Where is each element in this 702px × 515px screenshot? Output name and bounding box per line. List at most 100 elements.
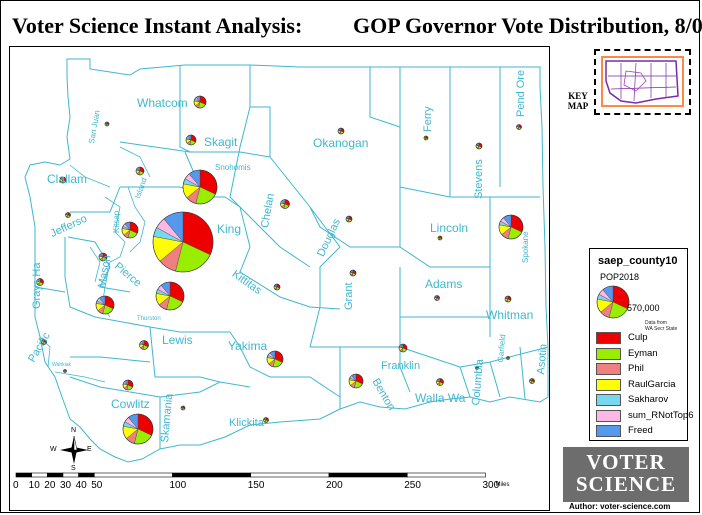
pie-chelan — [280, 199, 290, 209]
pie-outline — [529, 378, 535, 384]
county-label-whitman: Whitman — [486, 308, 534, 322]
scale-tick-label: 40 — [75, 480, 87, 491]
voter-science-logo: VOTER SCIENCE — [563, 447, 689, 502]
pie-outline — [475, 142, 483, 150]
scale-tick-label: 250 — [404, 480, 421, 491]
scale-segment — [31, 472, 48, 478]
scale-tick-label: 150 — [247, 480, 265, 491]
county-label-okanogan: Okanogan — [313, 136, 369, 150]
logo-line2: SCIENCE — [575, 472, 677, 496]
pie-walla-walla — [436, 378, 444, 386]
scale-segment — [15, 472, 32, 478]
pie-jefferson — [65, 212, 71, 218]
pie-san-juan — [104, 121, 110, 127]
pie-outline — [423, 135, 429, 141]
legend-label: Culp — [628, 332, 648, 343]
legend-item: sum_RNotTop6 — [596, 409, 693, 424]
scale-tick-label: 300 — [482, 480, 500, 491]
pie-outline — [185, 134, 197, 146]
title-left: Voter Science Instant Analysis: — [12, 13, 303, 38]
pie-outline — [122, 379, 134, 391]
state-outline — [24, 58, 549, 463]
pie-klickitat — [263, 417, 269, 423]
compass-s: S — [71, 465, 76, 472]
pie-outline — [65, 212, 71, 218]
legend-source-line2: WA Secr State — [645, 326, 678, 332]
pie-pacific — [41, 339, 47, 345]
compass-rose-icon — [60, 435, 88, 464]
pie-wahkiakum — [63, 369, 67, 373]
legend: saep_county10 POP2018 570,000 Data from … — [589, 248, 693, 441]
legend-label: Eyman — [628, 347, 658, 359]
county-label-king: King — [217, 222, 242, 236]
pie-lincoln — [437, 235, 443, 241]
pie-king — [152, 211, 214, 273]
pie-outline — [59, 176, 67, 184]
pie-garfield — [506, 356, 510, 360]
pie-layer — [36, 95, 535, 445]
legend-swatch — [596, 347, 621, 360]
county-map — [24, 58, 549, 463]
county-label-snohomish: Snohomis — [215, 163, 251, 172]
pie-franklin — [398, 343, 408, 353]
legend-source: Data from WA Secr State — [645, 320, 677, 332]
map-canvas[interactable]: Whatcom San Juan Skagit Okanogan Ferry P… — [9, 46, 550, 511]
scale-tick-label: 100 — [169, 480, 187, 491]
pie-outline — [121, 221, 139, 239]
pie-outline — [104, 121, 110, 127]
pie-clark — [122, 413, 154, 445]
county-label-clallam: Clallam — [47, 172, 88, 186]
county-label-grant: Grant — [343, 282, 355, 310]
scale-segment — [172, 472, 252, 478]
pie-grays-harbor — [36, 278, 44, 286]
legend-source-line1: Data from — [645, 320, 667, 326]
pie-thurston — [95, 295, 115, 315]
pie-skagit — [185, 134, 197, 146]
county-label-ferry: Ferry — [422, 106, 434, 132]
county-label-lewis: Lewis — [162, 333, 193, 347]
scale-segment — [93, 472, 173, 478]
pie-outline — [398, 343, 408, 353]
scale-segment — [250, 472, 330, 478]
pie-okanogan — [337, 127, 345, 135]
scale-unit: Miles — [495, 482, 510, 488]
scale-bar-graphic — [15, 472, 486, 478]
scale-bar: 0 10 20 30 40 50 100 150 200 250 300 Miles — [13, 472, 514, 508]
legend-label: Phil — [628, 363, 644, 374]
county-label-whatcom: Whatcom — [137, 96, 188, 110]
key-map — [594, 49, 691, 115]
county-label-stevens: Stevens — [473, 159, 485, 199]
title-right: GOP Governor Vote Distribution, 8/04 — [353, 13, 702, 38]
pie-whatcom — [193, 95, 207, 109]
logo-text: VOTER SCIENCE — [563, 451, 689, 495]
pie-outline — [266, 350, 284, 368]
pie-ferry — [423, 135, 429, 141]
north-arrow: N S E W — [50, 427, 94, 472]
legend-swatch — [596, 332, 621, 344]
county-label-wahkiakum: Wahkiak — [52, 362, 71, 368]
pie-outline — [263, 417, 269, 423]
legend-pie — [596, 285, 630, 319]
legend-label: Freed — [628, 425, 653, 436]
scale-tick-label: 50 — [91, 480, 103, 491]
scale-tick-label: 20 — [44, 480, 56, 491]
legend-label: RaulGarcia — [628, 378, 676, 390]
pie-outline — [349, 269, 357, 277]
legend-item: Phil — [596, 363, 686, 377]
pie-outline — [155, 281, 185, 311]
legend-swatch — [596, 363, 621, 375]
legend-item: Freed — [596, 425, 686, 439]
key-map-label-line1: KEY — [568, 91, 588, 101]
compass-w: W — [50, 446, 57, 453]
key-map-label: KEY MAP — [560, 91, 596, 111]
pie-grant — [349, 269, 357, 277]
pie-outline — [506, 356, 510, 360]
legend-title: saep_county10 — [598, 255, 678, 267]
pie-outline — [434, 295, 440, 301]
pie-benton — [348, 373, 364, 389]
pie-outline — [180, 405, 186, 411]
pie-snohomish — [182, 169, 218, 205]
pie-outline — [475, 366, 479, 370]
pie-adams — [434, 295, 440, 301]
